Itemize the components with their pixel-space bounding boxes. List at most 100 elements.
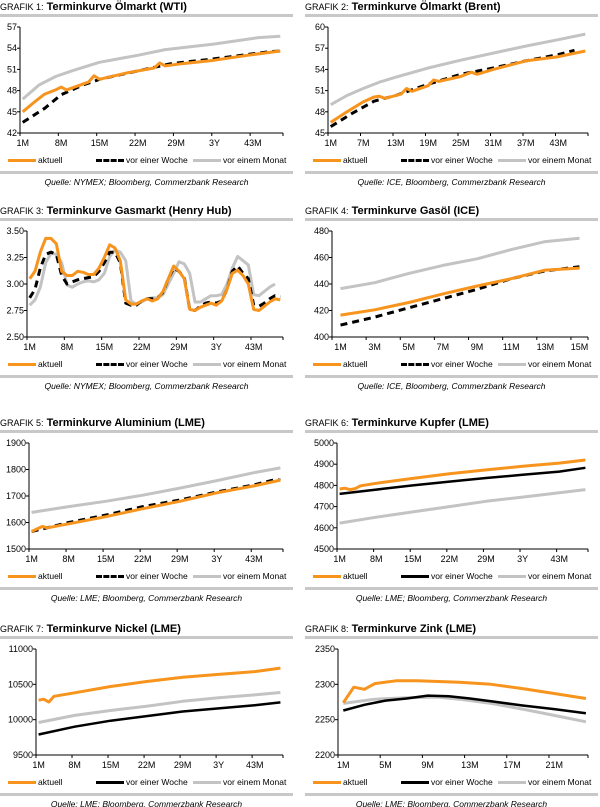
legend-label: aktuell bbox=[343, 155, 368, 165]
x-tick-label: 7M bbox=[357, 138, 370, 148]
x-tick-label: 22M bbox=[133, 342, 151, 352]
legend-swatch bbox=[96, 781, 124, 785]
legend-label: vor einer Woche bbox=[431, 359, 493, 369]
chart-source: Quelle: ICE, Bloomberg, Commerzbank Rese… bbox=[357, 381, 546, 391]
legend-swatch bbox=[96, 363, 124, 367]
y-tick-label: 1900 bbox=[6, 438, 26, 448]
legend-label: vor einem Monat bbox=[528, 155, 592, 165]
x-tick-label: 11M bbox=[503, 342, 520, 352]
bottom-rule bbox=[305, 171, 598, 174]
legend-label: aktuell bbox=[38, 571, 63, 581]
legend-swatch bbox=[96, 159, 124, 163]
x-tick-label: 25M bbox=[452, 138, 470, 148]
bottom-rule bbox=[0, 375, 293, 378]
legend-item-woche: vor einer Woche bbox=[401, 359, 493, 369]
x-tick-label: 3Y bbox=[211, 342, 222, 352]
x-tick-label: 8M bbox=[62, 554, 75, 564]
chart-title-text: Terminkurve Ölmarkt (WTI) bbox=[46, 1, 187, 13]
x-tick-label: 1M bbox=[23, 342, 36, 352]
chart-title: GRAFIK 5: Terminkurve Aluminium (LME) bbox=[0, 417, 205, 429]
x-tick-label: 19M bbox=[419, 138, 437, 148]
legend-item-woche: vor einer Woche bbox=[401, 777, 493, 787]
x-tick-label: 29M bbox=[167, 138, 185, 148]
x-tick-label: 7M bbox=[437, 342, 450, 352]
legend-swatch bbox=[401, 781, 429, 785]
series-line-aktuell bbox=[21, 49, 281, 113]
y-tick-label: 4800 bbox=[314, 480, 334, 490]
legend-label: vor einer Woche bbox=[126, 777, 188, 787]
y-tick-label: 51 bbox=[315, 86, 325, 96]
title-rule bbox=[305, 14, 598, 17]
legend-swatch bbox=[8, 363, 36, 367]
chart-title-text: Terminkurve Nickel (LME) bbox=[46, 623, 181, 635]
legend-item-aktuell: aktuell bbox=[313, 777, 368, 787]
legend-label: vor einem Monat bbox=[223, 777, 287, 787]
x-tick-label: 43M bbox=[245, 554, 263, 564]
x-tick-label: 1M bbox=[337, 760, 350, 770]
legend-label: vor einem Monat bbox=[528, 359, 592, 369]
bottom-rule bbox=[305, 793, 598, 796]
x-tick-label: 1M bbox=[16, 138, 29, 148]
x-tick-label: 43M bbox=[246, 760, 264, 770]
legend-label: vor einer Woche bbox=[126, 155, 188, 165]
chart-panel-2: GRAFIK 2: Terminkurve Ölmarkt (Brent) ak… bbox=[305, 0, 600, 190]
legend-label: aktuell bbox=[38, 777, 63, 787]
y-tick-label: 2350 bbox=[315, 644, 335, 654]
legend-item-aktuell: aktuell bbox=[8, 777, 63, 787]
series-line-monat bbox=[28, 248, 276, 307]
x-tick-label: 29M bbox=[174, 760, 192, 770]
legend-swatch bbox=[498, 781, 526, 785]
series-line-aktuell bbox=[329, 49, 586, 124]
chart-source: Quelle: ICE, Bloomberg, Commerzbank Rese… bbox=[357, 177, 546, 187]
legend-label: vor einem Monat bbox=[223, 359, 287, 369]
chart-number: GRAFIK 1: bbox=[0, 2, 44, 12]
y-tick-label: 45 bbox=[315, 128, 325, 138]
y-tick-label: 3.50 bbox=[6, 226, 24, 236]
chart-title: GRAFIK 8: Terminkurve Zink (LME) bbox=[305, 623, 476, 635]
chart-plot: 2.50 2.75 3.00 3.25 3.50 1M 8M 15M 22M 29M 3Y 43M bbox=[6, 226, 284, 352]
chart-panel-5: GRAFIK 5: Terminkurve Aluminium (LME) ak… bbox=[0, 416, 295, 606]
x-tick-label: 43M bbox=[244, 138, 262, 148]
chart-number: GRAFIK 6: bbox=[305, 418, 349, 428]
legend-swatch bbox=[96, 575, 124, 579]
legend-swatch bbox=[193, 159, 221, 163]
series-line-woche bbox=[339, 466, 586, 496]
x-tick-label: 1M bbox=[32, 760, 45, 770]
y-tick-label: 10500 bbox=[8, 679, 33, 689]
legend-item-monat: vor einem Monat bbox=[193, 571, 286, 581]
y-tick-label: 9500 bbox=[13, 750, 33, 760]
y-tick-label: 2300 bbox=[315, 679, 335, 689]
series-line-woche bbox=[38, 701, 281, 736]
y-tick-label: 420 bbox=[314, 306, 329, 316]
legend-item-woche: vor einer Woche bbox=[96, 777, 188, 787]
series-line-aktuell bbox=[340, 266, 580, 317]
chart-number: GRAFIK 4: bbox=[305, 206, 349, 216]
chart-number: GRAFIK 8: bbox=[305, 624, 349, 634]
chart-plot: 1500 1600 1700 1800 1900 1M 8M 15M 22M 29M 3Y 43M bbox=[6, 438, 284, 564]
chart-title: GRAFIK 6: Terminkurve Kupfer (LME) bbox=[305, 417, 489, 429]
chart-title-text: Terminkurve Aluminium (LME) bbox=[46, 417, 205, 429]
y-tick-label: 57 bbox=[7, 22, 17, 32]
legend-item-woche: vor einer Woche bbox=[96, 359, 188, 369]
x-tick-label: 15M bbox=[102, 760, 120, 770]
chart-plot: 2200 2250 2300 2350 1M 5M 9M 13M 17M 21M bbox=[315, 644, 589, 770]
legend-item-monat: vor einem Monat bbox=[498, 359, 591, 369]
legend-swatch bbox=[8, 575, 36, 579]
x-tick-label: 9M bbox=[421, 760, 434, 770]
x-tick-label: 13M bbox=[461, 760, 479, 770]
legend-swatch bbox=[313, 159, 341, 163]
y-tick-label: 5000 bbox=[314, 438, 334, 448]
y-tick-label: 48 bbox=[7, 86, 17, 96]
y-tick-label: 400 bbox=[314, 332, 329, 342]
series-line-woche bbox=[340, 265, 580, 327]
y-tick-label: 54 bbox=[7, 43, 17, 53]
y-tick-label: 4600 bbox=[314, 523, 334, 533]
chart-source: Quelle: NYMEX; Bloomberg, Commerzbank Re… bbox=[44, 177, 249, 187]
legend: aktuell vor einer Woche vor einem Monat bbox=[8, 571, 293, 583]
y-tick-label: 1500 bbox=[6, 544, 26, 554]
legend-swatch bbox=[401, 363, 429, 367]
series-line-aktuell bbox=[339, 458, 586, 492]
chart-plot: 9500 10000 10500 11000 1M 8M 15M 22M 29M 3Y 43M bbox=[8, 644, 284, 770]
x-tick-label: 1M bbox=[324, 138, 337, 148]
y-tick-label: 4500 bbox=[314, 544, 334, 554]
